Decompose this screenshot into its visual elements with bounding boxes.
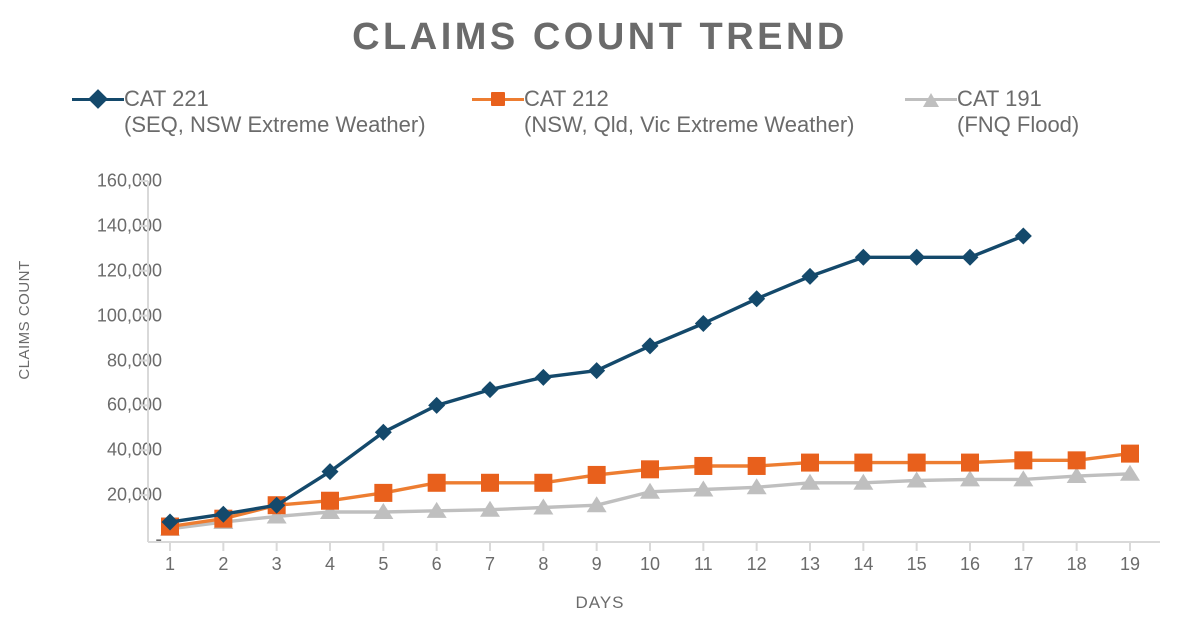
- data-point-square: [534, 473, 553, 492]
- square-marker-icon: [491, 92, 505, 106]
- data-point-square: [854, 453, 873, 472]
- legend-sublabel-cat-221: (SEQ, NSW Extreme Weather): [124, 112, 426, 137]
- data-point-diamond: [961, 248, 979, 266]
- data-point-square: [1067, 451, 1086, 470]
- y-axis-tick-label: 140,000: [96, 215, 162, 236]
- x-axis-tick-label: 6: [431, 554, 442, 574]
- data-point-diamond: [694, 314, 712, 332]
- data-point-square: [641, 460, 659, 479]
- legend-item-cat-212[interactable]: CAT 212 (NSW, Qld, Vic Extreme Weather): [472, 86, 855, 138]
- data-point-diamond: [748, 290, 766, 308]
- data-point-diamond: [801, 267, 819, 285]
- page-title: CLAIMS COUNT TREND: [352, 16, 848, 58]
- data-point-triangle: [586, 496, 607, 513]
- data-point-triangle: [853, 473, 874, 490]
- diamond-marker-icon: [88, 89, 108, 109]
- data-point-triangle: [960, 470, 980, 487]
- legend-swatch-cat-191: [905, 88, 957, 110]
- data-point-triangle: [800, 473, 820, 490]
- y-axis-tick-label: 100,000: [96, 305, 162, 326]
- legend-item-cat-221[interactable]: CAT 221 (SEQ, NSW Extreme Weather): [72, 86, 426, 138]
- data-point-triangle: [1120, 464, 1140, 481]
- y-axis-tick-label: 120,000: [96, 260, 162, 281]
- data-point-triangle: [693, 480, 714, 497]
- data-point-square: [801, 453, 819, 472]
- data-point-diamond: [854, 248, 872, 266]
- data-point-diamond: [428, 396, 446, 414]
- data-point-triangle: [906, 471, 927, 488]
- y-axis-tick-label: 160,000: [96, 170, 162, 191]
- data-point-triangle: [320, 502, 340, 519]
- data-point-triangle: [266, 507, 287, 524]
- x-axis-tick-label: 10: [639, 554, 661, 574]
- x-axis-tick-label: 4: [324, 554, 336, 574]
- x-axis-tick-label: 3: [271, 554, 282, 574]
- data-point-diamond: [161, 513, 179, 531]
- data-point-triangle: [1066, 467, 1087, 484]
- x-axis-tick-label: 1: [164, 554, 176, 574]
- x-axis-tick-label: 18: [1066, 554, 1087, 574]
- data-point-diamond: [641, 337, 659, 355]
- data-point-square: [374, 483, 393, 502]
- data-point-triangle: [533, 498, 554, 515]
- data-point-square: [321, 491, 339, 510]
- x-axis-tick-label: 5: [378, 554, 389, 574]
- data-point-diamond: [588, 362, 606, 380]
- data-point-triangle: [426, 501, 447, 518]
- x-axis-title: DAYS: [575, 593, 625, 612]
- legend-sublabel-cat-212: (NSW, Qld, Vic Extreme Weather): [524, 112, 855, 137]
- data-point-square: [427, 473, 446, 492]
- data-point-triangle: [640, 482, 660, 499]
- legend-label-cat-212: CAT 212: [524, 86, 609, 111]
- x-axis-tick-label: 15: [906, 554, 927, 574]
- chart-plot-area: CLAIMS COUNT -20,000 40,000 60,000 80,000 10…: [0, 150, 1200, 642]
- x-axis-tick-label: 17: [1013, 554, 1034, 574]
- data-point-diamond: [1014, 227, 1032, 245]
- x-axis-tick-label: 9: [591, 554, 602, 574]
- data-point-triangle: [480, 500, 500, 517]
- data-point-diamond: [374, 423, 392, 441]
- series-cat-212: [161, 444, 1139, 536]
- chart-svg: [140, 180, 1160, 551]
- legend-label-cat-221: CAT 221: [124, 86, 209, 111]
- data-point-diamond: [214, 505, 232, 523]
- x-axis-tick-label: 7: [484, 554, 496, 574]
- y-axis-tick-label: -: [155, 528, 162, 551]
- x-axis-tick-label: 11: [693, 554, 713, 574]
- data-point-diamond: [481, 381, 499, 399]
- data-point-square: [694, 456, 713, 475]
- x-axis-tick-label: 2: [218, 554, 229, 574]
- data-point-square: [907, 453, 926, 472]
- x-axis-tick-label: 8: [538, 554, 549, 574]
- data-point-square: [481, 473, 499, 492]
- data-point-square: [1121, 444, 1139, 463]
- legend-swatch-cat-221: [72, 88, 124, 110]
- x-axis-tick-label: 13: [799, 554, 821, 574]
- legend-sublabel-cat-191: (FNQ Flood): [957, 112, 1080, 137]
- data-point-triangle: [746, 478, 767, 495]
- legend-swatch-cat-212: [472, 88, 524, 110]
- legend-label-cat-191: CAT 191: [957, 86, 1042, 111]
- data-point-diamond: [908, 248, 926, 266]
- data-point-square: [587, 465, 606, 484]
- data-point-diamond: [534, 368, 552, 386]
- data-point-diamond: [321, 463, 339, 481]
- series-cat-221: [161, 227, 1032, 531]
- data-point-square: [961, 453, 979, 472]
- data-point-triangle: [1013, 470, 1034, 487]
- data-point-square: [747, 456, 766, 475]
- x-axis-tick-label: 14: [853, 554, 874, 574]
- x-axis-tick-label: 12: [746, 554, 767, 574]
- data-point-square: [1014, 451, 1033, 470]
- data-point-triangle: [373, 502, 394, 519]
- triangle-marker-icon: [923, 93, 939, 107]
- chart-legend: CAT 221 (SEQ, NSW Extreme Weather) CAT 2…: [72, 86, 1152, 148]
- x-axis-tick-label: 16: [959, 554, 981, 574]
- data-point-diamond: [268, 496, 286, 514]
- x-axis-tick-label: 19: [1119, 554, 1141, 574]
- legend-item-cat-191[interactable]: CAT 191 (FNQ Flood): [905, 86, 1079, 138]
